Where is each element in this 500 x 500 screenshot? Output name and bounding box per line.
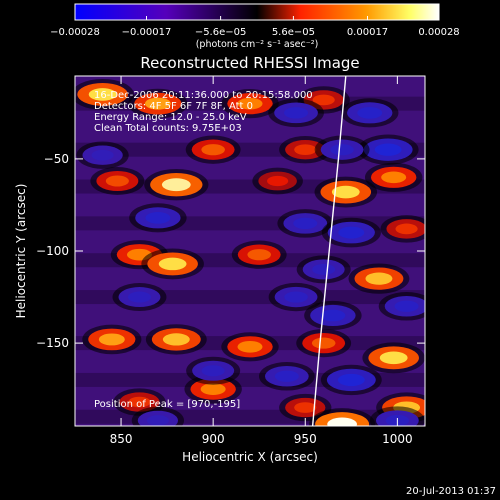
axis-ticks: 850 900 950 1000 −50 −100 −150 (36, 76, 425, 446)
x-axis-tick-label: 850 (110, 432, 133, 446)
heatmap-blob-core (127, 291, 152, 303)
y-axis-tick-label: −50 (44, 152, 69, 166)
x-axis-tick-label: 900 (202, 432, 225, 446)
colorbar-tick-label: −5.6e−05 (195, 27, 247, 38)
heatmap-image (75, 76, 425, 426)
heatmap-blob-core (88, 88, 117, 101)
heatmap-blob-core (237, 97, 263, 110)
heatmap-blob-core (294, 144, 317, 156)
heatmap-blob-core (200, 383, 226, 395)
heatmap-blob-core (247, 249, 271, 261)
heatmap-blob-core (201, 144, 225, 156)
annotation-energy-range: Energy Range: 12.0 - 25.0 keV (94, 112, 247, 123)
heatmap-blob-core (394, 300, 419, 312)
peak-position-label: Position of Peak = [970,-195] (94, 399, 240, 410)
y-axis-label: Heliocentric Y (arcsec) (14, 184, 28, 319)
heatmap-blob-core (320, 309, 346, 322)
x-axis-label: Heliocentric X (arcsec) (182, 450, 318, 464)
heatmap-blob-core (293, 217, 318, 230)
heatmap-blob-core (98, 333, 125, 346)
heatmap-blob-core (128, 396, 151, 408)
heatmap-blob-core (146, 415, 169, 426)
heatmap-blob-core (374, 143, 402, 156)
y-axis-tick-label: −100 (36, 244, 69, 258)
annotation-detectors: Detectors: 4F 5F 6F 7F 8F, Att 0 (94, 101, 253, 112)
heatmap-blob-core (267, 175, 289, 187)
colorbar-tick-label: 0.00017 (347, 27, 388, 38)
heatmap-blob-core (201, 365, 225, 377)
x-axis-tick-label: 1000 (382, 432, 413, 446)
heatmap-blob-core (331, 185, 360, 199)
heatmap-blob-core (294, 402, 317, 413)
heatmap-blob-core (145, 212, 171, 224)
heatmap-blob-core (105, 175, 129, 187)
heatmap-blob-core (284, 107, 309, 119)
heatmap-blob-core (162, 333, 190, 346)
annotation-time-range: 16-Dec-2006 20:11:36.000 to 20:15:58.000 (94, 90, 313, 101)
heatmap-blob-core (284, 291, 308, 303)
heatmap-blob-core (144, 97, 171, 110)
heatmap-blob-core (312, 263, 336, 275)
heatmap-blob-core (379, 351, 408, 365)
solar-limb-line (311, 76, 347, 426)
heatmap-blob-core (237, 340, 263, 353)
heatmap-blob-core (312, 94, 335, 106)
colorbar-tick-label: 5.6e−05 (272, 27, 315, 38)
heatmap-blob-core (158, 257, 187, 271)
heatmap-blob-core (357, 107, 383, 119)
colorbar-tick-label: 0.00028 (418, 27, 459, 38)
heatmap-blob-core (311, 337, 336, 349)
colorbar-tick-label: −0.00017 (122, 27, 172, 38)
heatmap-blob-core (381, 171, 407, 184)
heatmap-blob-core (395, 223, 418, 235)
heatmap-blob-core (274, 370, 299, 382)
footer-timestamp: 20-Jul-2013 01:37 (406, 486, 496, 497)
heatmap-blob-core (327, 417, 357, 426)
colorbar-unit-label: (photons cm⁻² s⁻¹ asec⁻²) (196, 39, 319, 50)
heatmap-blob-core (365, 272, 393, 285)
y-axis-tick-label: −150 (36, 336, 69, 350)
colorbar (74, 3, 440, 21)
annotation-clean-counts: Clean Total counts: 9.75E+03 (94, 123, 242, 134)
heatmap-blob-core (337, 373, 365, 387)
heatmap-blob-core (330, 144, 354, 156)
colorbar-ticks: −0.00028 −0.00017 −5.6e−05 5.6e−05 0.00017 0.… (50, 16, 460, 38)
chart-title: Reconstructed RHESSI Image (140, 54, 359, 72)
x-axis-tick-label: 950 (294, 432, 317, 446)
heatmap-blob-core (338, 226, 365, 239)
heatmap-blob-core (161, 178, 191, 192)
heatmap-blob-core (91, 149, 114, 161)
colorbar-tick-label: −0.00028 (50, 27, 100, 38)
